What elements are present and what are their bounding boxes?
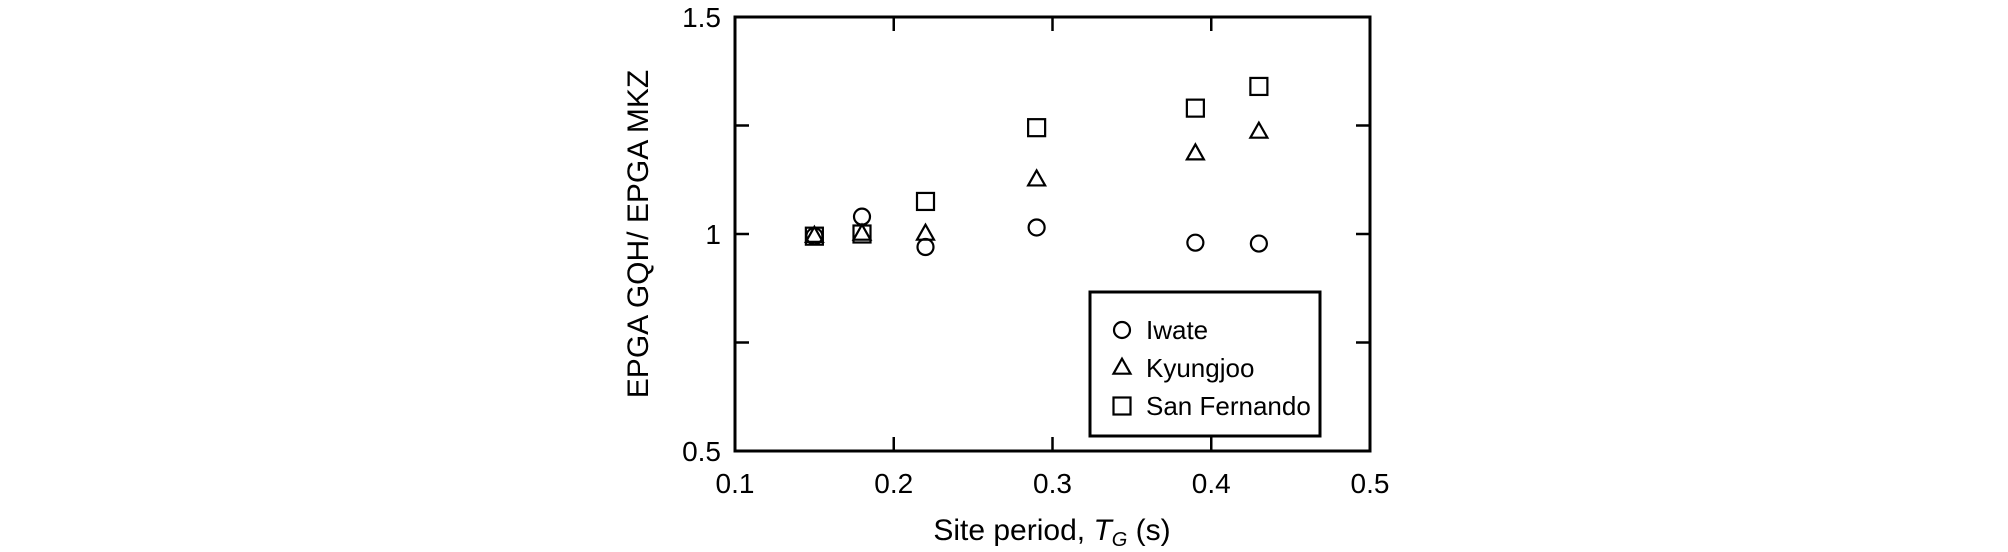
x-tick-label: 0.5 xyxy=(1351,468,1390,499)
legend-label: Kyungjoo xyxy=(1146,353,1254,383)
x-tick-label: 0.3 xyxy=(1033,468,1072,499)
kyungjoo-point xyxy=(915,222,936,241)
iwate-legend-marker xyxy=(1112,320,1132,340)
san-fernando-point xyxy=(1249,76,1269,97)
kyungjoo-point xyxy=(1184,142,1206,161)
y-tick-label: 0.5 xyxy=(682,436,721,467)
x-axis-title: Site period, TG (s) xyxy=(933,514,1170,551)
x-tick-label: 0.2 xyxy=(874,468,913,499)
kyungjoo-point xyxy=(851,222,873,241)
kyungjoo-legend-marker xyxy=(1111,356,1133,375)
legend: Iwate Kyungjoo San Fernando xyxy=(1088,290,1322,438)
legend-label: San Fernando xyxy=(1146,391,1311,421)
axis-ticks xyxy=(733,15,1372,453)
x-tick-label: 0.4 xyxy=(1192,468,1231,499)
axis-tick-labels: 0.1 0.2 0.3 0.4 0.5 0.5 1 1.5 xyxy=(682,2,1389,499)
san-fernando-point xyxy=(804,226,824,246)
x-tick-label: 0.1 xyxy=(716,468,755,499)
iwate-point xyxy=(1186,233,1205,252)
iwate-point xyxy=(916,237,935,257)
kyungjoo-point xyxy=(803,224,825,243)
kyungjoo-point xyxy=(1026,168,1048,187)
y-axis-title: EPGA GQH/ EPGA MKZ xyxy=(622,70,655,398)
iwate-point xyxy=(1027,218,1046,237)
san-fernando-legend-marker xyxy=(1112,396,1132,416)
iwate-point xyxy=(852,207,872,226)
kyungjoo-point xyxy=(1248,120,1270,139)
y-tick-label: 1.5 xyxy=(682,2,721,33)
legend-box xyxy=(1088,290,1322,438)
san-fernando-point xyxy=(1185,98,1205,118)
data-points xyxy=(803,76,1270,257)
iwate-point xyxy=(1249,234,1268,253)
y-tick-label: 1 xyxy=(705,219,721,250)
san-fernando-point xyxy=(852,224,872,244)
san-fernando-point xyxy=(915,191,936,212)
legend-label: Iwate xyxy=(1146,315,1208,345)
san-fernando-point xyxy=(1027,118,1047,138)
